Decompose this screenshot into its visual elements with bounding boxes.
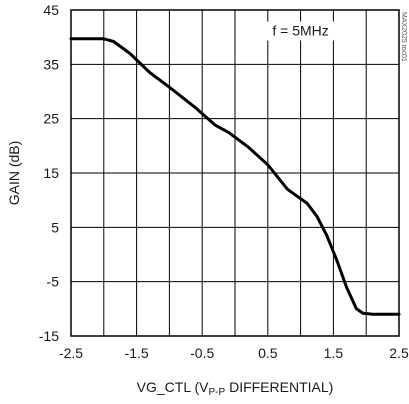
y-tick-label: 15 [43,165,59,181]
x-tick-label: -1.5 [125,345,149,361]
figure-code: MAX2025 toc01 [400,12,407,62]
x-tick-label: 1.5 [324,345,344,361]
y-tick-label: 25 [43,111,59,127]
y-tick-label: -5 [47,274,60,290]
y-tick-label: 35 [43,56,59,72]
x-axis-label: VG_CTL (VP-P DIFFERENTIAL) [137,379,334,398]
frequency-annotation-box: f = 5MHz [260,21,341,41]
x-tick-label: -0.5 [190,345,214,361]
gain-series-line [69,37,401,316]
x-tick-label: -2.5 [59,345,83,361]
x-axis-label-subscript: P-P [209,387,226,398]
y-tick-label: -15 [39,328,59,344]
tick-labels: -2.5 -1.5 -0.5 0.5 1.5 2.5 -15 -5 5 15 25 35 45 [39,2,409,361]
x-axis-label-main: VG_CTL (V [137,379,209,395]
plot-frame [70,9,400,337]
y-tick-label: 5 [51,219,59,235]
frequency-annotation: f = 5MHz [272,23,328,39]
y-tick-label: 45 [43,2,59,18]
grid [71,10,399,336]
x-tick-label: 2.5 [389,345,409,361]
x-tick-label: 0.5 [258,345,278,361]
y-axis-label: GAIN (dB) [6,141,22,206]
x-axis-label-suffix: DIFFERENTIAL) [225,379,333,395]
